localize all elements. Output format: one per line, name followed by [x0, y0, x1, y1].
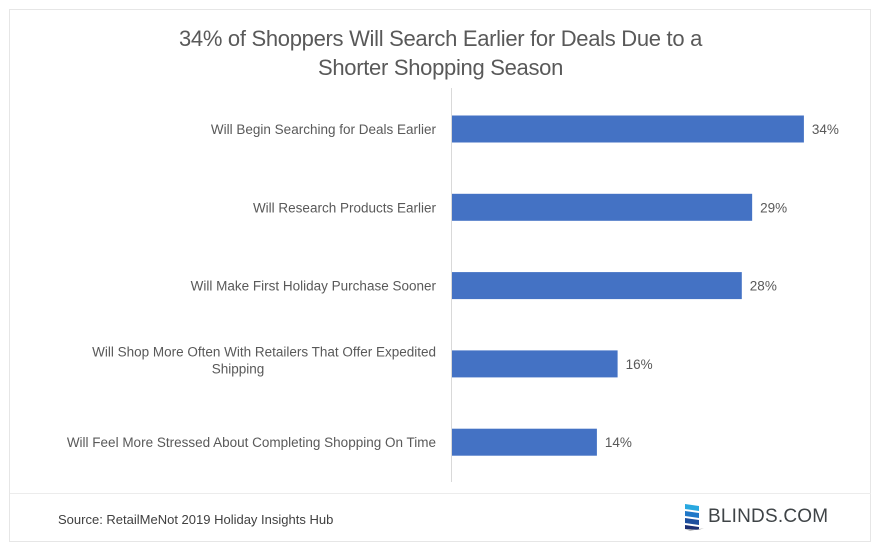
bar: [452, 428, 597, 456]
bar: [452, 115, 804, 143]
data-label: 34%: [812, 122, 839, 137]
bar: [452, 193, 753, 221]
category-label: Will Research Products Earlier: [253, 200, 437, 215]
category-label: Will Begin Searching for Deals Earlier: [211, 122, 437, 137]
chart-frame: [9, 9, 871, 542]
chart-title: 34% of Shoppers Will Search Earlier for …: [0, 24, 881, 82]
chart-title-line-2: Shorter Shopping Season: [317, 55, 564, 80]
source-note: Source: RetailMeNot 2019 Holiday Insight…: [58, 512, 334, 527]
bar: [452, 272, 742, 300]
category-label: Will Make First Holiday Purchase Sooner: [191, 279, 437, 294]
category-label: Shipping: [212, 361, 265, 376]
data-label: 14%: [605, 435, 632, 450]
category-label: Will Shop More Often With Retailers That…: [92, 344, 436, 359]
blinds-logo-text: BLINDS.COM: [708, 506, 829, 527]
data-label: 28%: [750, 279, 777, 294]
data-label: 29%: [760, 200, 787, 215]
data-label: 16%: [626, 357, 653, 372]
footer-divider: [10, 493, 871, 494]
blinds-logo: BLINDS.COM: [683, 502, 828, 532]
chart-title-line-1: 34% of Shoppers Will Search Earlier for …: [178, 26, 703, 51]
bars-group: 34% Will Begin Searching for Deals Earlie…: [67, 115, 839, 456]
bar: [452, 350, 618, 378]
blinds-logo-icon: [685, 504, 704, 531]
category-label: Will Feel More Stressed About Completing…: [67, 435, 436, 450]
